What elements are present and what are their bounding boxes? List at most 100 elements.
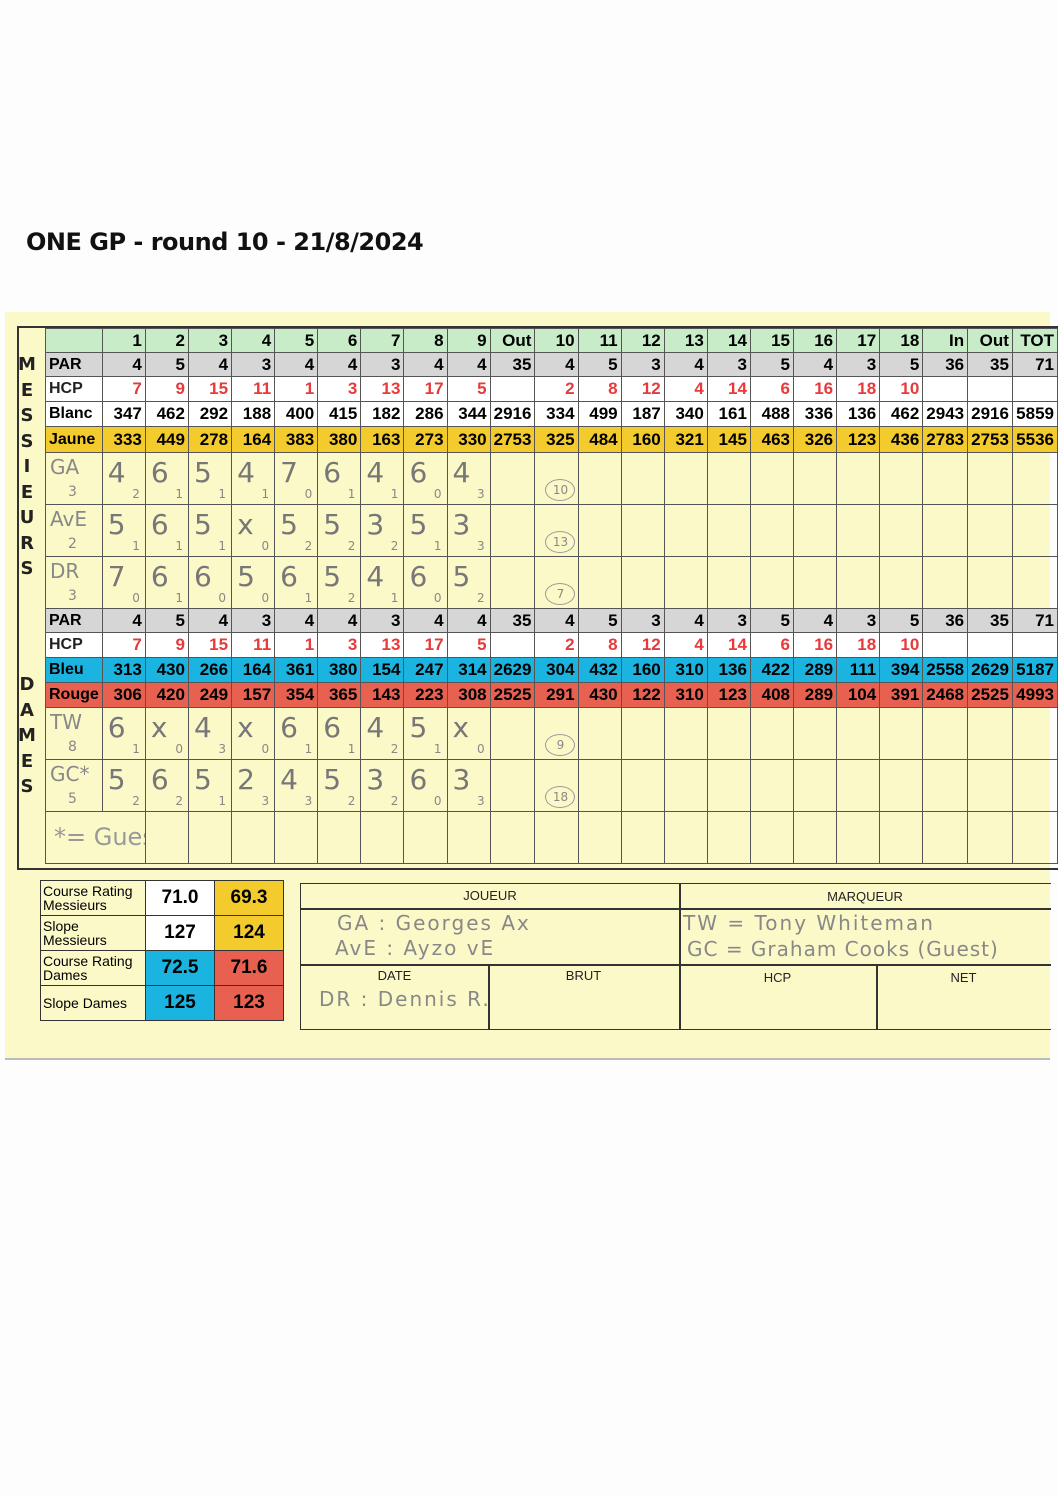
hcp-row-cell: 17	[403, 632, 448, 658]
score-cell	[836, 452, 881, 505]
blanc-tee-row-cell: 344	[446, 401, 491, 427]
par-row: PAR 4 5 4 3 4 4 3 4 4 35 4 5 3 4 3 5 4 3 5 36 35 71	[45, 608, 1058, 633]
rouge-tee-row-cell: 289	[793, 682, 838, 708]
hole-score: 6	[150, 508, 169, 541]
side-letter: E	[20, 481, 34, 503]
hole-header-row-cell: 15	[749, 328, 795, 353]
stableford-points: 2	[304, 539, 313, 553]
hole-header-row-cell: In	[922, 328, 969, 353]
rouge-tee-row-cell: 306	[101, 682, 146, 708]
blanc-tee-row-cell: 161	[706, 401, 751, 427]
hole-header-row-cell: 14	[706, 328, 751, 353]
rating-value: 71.0	[145, 880, 215, 916]
score-cell	[489, 452, 536, 505]
bleu-tee-row-cell: 164	[231, 657, 276, 683]
bleu-tee-row-cell: 154	[360, 657, 405, 683]
jaune-tee-row-label: Jaune	[45, 426, 103, 453]
blanc-tee-row-cell: 347	[101, 401, 146, 427]
par-row-cell: 3	[231, 352, 276, 377]
score-cell	[836, 556, 881, 609]
score-cell	[793, 811, 838, 864]
rouge-tee-row-cell: 2525	[967, 682, 1013, 708]
player-handicap: 3	[68, 484, 77, 500]
hcp-row-cell: 18	[836, 376, 881, 402]
stableford-points: 3	[476, 794, 485, 808]
score-cell	[967, 811, 1013, 864]
score-cell: 18	[534, 759, 579, 812]
rouge-tee-row-cell: 420	[144, 682, 189, 708]
hcp-label: HCP	[763, 970, 792, 985]
blanc-tee-row-cell: 286	[403, 401, 448, 427]
jaune-tee-row-cell: 484	[577, 426, 622, 453]
jaune-tee-row-cell: 273	[403, 426, 448, 453]
stableford-points: 1	[132, 742, 140, 756]
hole-score: 4	[237, 456, 255, 489]
score-cell	[403, 811, 448, 864]
bleu-tee-row-cell: 313	[101, 657, 146, 683]
par-row-cell: 35	[489, 608, 536, 633]
score-cell	[793, 759, 838, 812]
bleu-tee-row-cell: 5187	[1011, 657, 1058, 683]
hole-score: x	[237, 508, 254, 541]
par-row-cell: 3	[360, 608, 405, 633]
score-cell	[663, 811, 708, 864]
circled-points-total: 18	[545, 786, 576, 808]
hole-score: 5	[323, 508, 342, 541]
par-row-cell: 5	[879, 608, 924, 633]
par-row-cell: 4	[793, 608, 838, 633]
hcp-row-cell: 14	[706, 376, 751, 402]
score-cell	[489, 504, 536, 557]
hcp-row-cell: 5	[446, 376, 491, 402]
rating-row: Slope Messieurs 127 124	[40, 915, 284, 951]
side-letter: A	[20, 699, 34, 721]
score-cell	[749, 504, 795, 557]
stableford-points: 0	[261, 591, 270, 605]
hole-score: 5	[409, 508, 428, 541]
hcp-row-cell	[922, 376, 969, 402]
par-row: PAR 4 5 4 3 4 4 3 4 4 35 4 5 3 4 3 5 4 3 5 36 35 71	[45, 352, 1058, 377]
score-cell	[749, 707, 795, 760]
bleu-tee-row-cell: 160	[620, 657, 665, 683]
hcp-row-cell: 6	[749, 632, 795, 658]
hcp-row-cell	[922, 632, 969, 658]
par-row-cell: 36	[922, 352, 969, 377]
score-cell	[922, 504, 969, 557]
rating-row: Course Rating Messieurs 71.0 69.3	[40, 880, 284, 916]
score-cell	[879, 707, 924, 760]
par-row-cell: 35	[489, 352, 536, 377]
stableford-points: 1	[261, 487, 270, 501]
blanc-tee-row-cell: 488	[749, 401, 795, 427]
par-row-cell: 4	[101, 608, 146, 633]
jaune-tee-row-cell: 163	[360, 426, 405, 453]
bleu-tee-row-cell: 314	[446, 657, 491, 683]
score-cell: 9	[534, 707, 579, 760]
player-initials-cell: GC* 5	[45, 759, 103, 812]
par-row-cell: 71	[1011, 608, 1058, 633]
blanc-tee-row-cell: 2943	[922, 401, 969, 427]
bleu-tee-row: Bleu 313 430 266 164 361 380 154 247 314 2629 304 43…	[45, 657, 1058, 683]
rouge-tee-row-cell: 2525	[489, 682, 536, 708]
rouge-tee-row-cell: 223	[403, 682, 448, 708]
bleu-tee-row-cell: 380	[317, 657, 362, 683]
stableford-points: 1	[175, 539, 183, 553]
rouge-tee-row-cell: 143	[360, 682, 405, 708]
hcp-row-cell	[1011, 632, 1058, 658]
stableford-points: 2	[132, 794, 140, 808]
stableford-points: 0	[261, 742, 270, 756]
side-letter: I	[23, 456, 31, 477]
player-row: GC* 5 5 2 6 2 5 1 2 3 4 3 5 2 3 2 6 0 3 3 18	[45, 759, 1058, 812]
score-cell	[620, 759, 665, 812]
hole-score: 5	[107, 763, 126, 796]
stableford-points: 1	[218, 487, 227, 501]
rouge-tee-row-cell: 122	[620, 682, 665, 708]
hole-score: x	[150, 711, 168, 744]
hcp-row-cell: 13	[360, 376, 405, 402]
par-row-cell: 4	[534, 352, 579, 377]
